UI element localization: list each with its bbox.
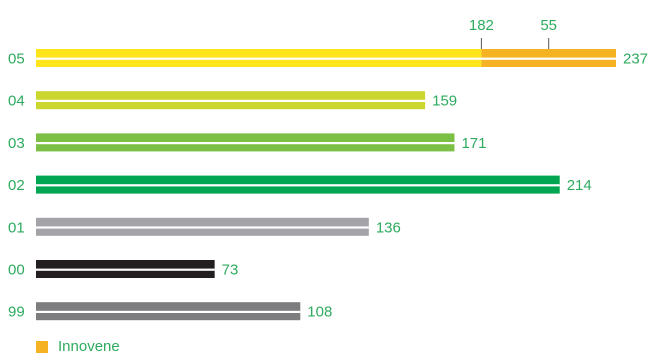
category-label-02: 02 [8, 177, 25, 194]
bar-04-divider [36, 99, 426, 102]
segment-label-0: 182 [469, 17, 494, 34]
total-label-02: 214 [567, 177, 592, 194]
legend-swatch-innovene [36, 340, 48, 353]
bar-03-divider [36, 142, 455, 145]
total-label-04: 159 [432, 93, 457, 110]
category-label-99: 99 [8, 304, 25, 321]
category-label-03: 03 [8, 135, 25, 152]
category-label-01: 01 [8, 219, 25, 236]
legend: Innovene [36, 339, 120, 354]
legend-label-innovene: Innovene [58, 338, 120, 355]
bar-01-divider [36, 226, 369, 229]
total-label-01: 136 [376, 219, 401, 236]
bar-99-divider [36, 310, 301, 313]
bar-00-divider [36, 268, 215, 271]
total-label-03: 171 [461, 135, 486, 152]
bar-05-divider [36, 57, 616, 60]
total-label-05: 237 [623, 51, 648, 68]
segment-label-1: 55 [540, 17, 557, 34]
total-label-00: 73 [222, 262, 239, 279]
category-label-05: 05 [8, 51, 25, 68]
category-label-04: 04 [8, 93, 25, 110]
bar-02-divider [36, 184, 560, 187]
total-label-99: 108 [307, 304, 332, 321]
category-label-00: 00 [8, 262, 25, 279]
